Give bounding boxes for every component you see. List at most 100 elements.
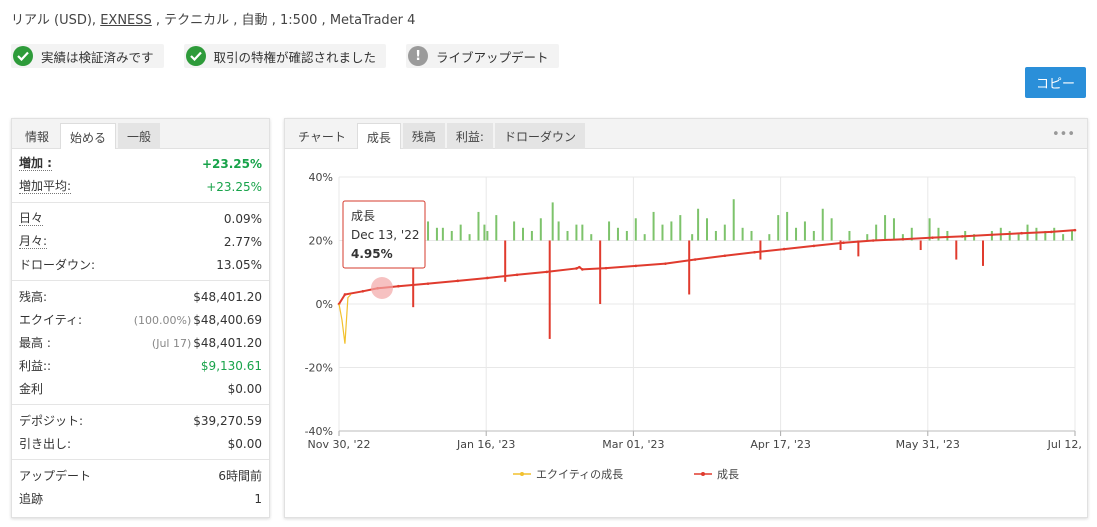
bar-positive xyxy=(483,224,486,241)
badge-label: 実績は検証済みです xyxy=(41,49,154,65)
tab-info[interactable]: 情報 xyxy=(25,130,50,144)
bar-positive xyxy=(1062,234,1065,241)
tab-growth[interactable]: 成長 xyxy=(356,123,401,149)
bar-positive xyxy=(973,234,976,241)
y-axis-labels: 40% 20% 0% -20% -40% xyxy=(305,171,333,438)
bar-positive xyxy=(652,211,655,241)
growth-point xyxy=(634,264,638,268)
y-tick-label: 40% xyxy=(309,171,333,184)
more-dots-icon[interactable]: ••• xyxy=(1051,127,1075,142)
legend-growth: 成長 xyxy=(717,468,739,481)
bar-positive xyxy=(795,227,798,241)
bar-positive xyxy=(928,218,931,241)
growth-chart: 40% 20% 0% -20% -40% Nov 30, '22 Jan 16, '23 M… xyxy=(305,171,1085,481)
growth-point xyxy=(486,276,489,280)
tab-balance[interactable]: 残高 xyxy=(402,123,445,149)
tab-start[interactable]: 始める xyxy=(60,123,117,149)
tab-drawdown[interactable]: ドローダウン xyxy=(494,123,585,149)
growth-point xyxy=(361,290,365,293)
bar-negative xyxy=(504,240,507,282)
chart-legend: エクイティの成長 成長 xyxy=(513,468,739,481)
badge-label: 取引の特権が確認されました xyxy=(213,49,377,65)
x-tick-label: Jan 16, '23 xyxy=(456,438,515,451)
growth-line xyxy=(338,229,1076,305)
tooltip-highlight xyxy=(371,277,393,299)
growth-point xyxy=(812,244,816,248)
account-header: リアル (USD), EXNESS , テクニカル , 自動 , 1:500 ,… xyxy=(11,9,415,28)
stats-tabs: 情報 始める 一般 xyxy=(12,119,269,149)
bar-positive xyxy=(643,234,646,241)
divider xyxy=(12,280,269,281)
bar-positive xyxy=(486,230,489,241)
bar-negative xyxy=(839,240,842,251)
verification-badges: 実績は検証済みです 取引の特権が確認されました ! ライブアップデート xyxy=(11,44,559,68)
y-tick-label: 20% xyxy=(309,235,333,248)
broker-link[interactable]: EXNESS xyxy=(100,13,152,28)
bar-positive xyxy=(937,227,940,241)
bar-positive xyxy=(575,224,578,241)
bar-positive xyxy=(768,234,771,241)
tab-general[interactable]: 一般 xyxy=(118,123,161,149)
bar-positive xyxy=(732,199,735,241)
bar-positive xyxy=(1035,227,1038,241)
chart-tooltip: 成長 Dec 13, '22 4.95% xyxy=(342,200,426,269)
growth-point xyxy=(1049,230,1053,234)
chart-lines xyxy=(337,228,1077,344)
exclamation-icon: ! xyxy=(408,46,429,66)
bar-positive xyxy=(786,211,789,241)
bar-positive xyxy=(1071,230,1074,241)
tooltip-series: 成長 xyxy=(351,209,375,223)
bar-positive xyxy=(830,218,833,241)
bar-positive xyxy=(608,221,611,241)
growth-point xyxy=(343,293,347,296)
growth-point xyxy=(664,262,667,265)
growth-point xyxy=(960,235,964,238)
bar-negative xyxy=(548,240,551,339)
bar-positive xyxy=(441,227,444,241)
tab-profit[interactable]: 利益: xyxy=(446,123,493,149)
y-tick-label: -20% xyxy=(305,362,333,375)
bar-positive xyxy=(557,221,560,241)
growth-point xyxy=(397,284,400,288)
bar-positive xyxy=(812,230,815,241)
y-tick-label: -40% xyxy=(305,425,333,438)
bar-negative xyxy=(857,240,860,257)
bar-negative xyxy=(955,240,958,260)
growth-point xyxy=(581,268,584,271)
x-tick-label: May 31, '23 xyxy=(896,438,960,451)
stat-deposits: デポジット: $39,270.59 xyxy=(19,413,262,429)
bar-positive xyxy=(1044,230,1047,241)
tab-chart[interactable]: チャート xyxy=(298,130,346,144)
bar-negative xyxy=(688,240,691,295)
stat-updated: アップデート 6時間前 xyxy=(19,469,262,483)
live-update-badge: ! ライブアップデート xyxy=(406,44,559,68)
chart-panel: チャート 成長 残高 利益: ドローダウン ••• 40% 20% 0% -20% -4… xyxy=(284,118,1088,518)
bar-positive xyxy=(670,221,673,241)
stat-monthly: 月々: 2.77% xyxy=(19,234,262,249)
growth-point xyxy=(1073,228,1077,232)
bar-positive xyxy=(723,224,726,241)
bar-negative xyxy=(982,240,984,266)
bar-positive xyxy=(901,234,904,241)
growth-point xyxy=(578,265,581,269)
bar-positive xyxy=(714,230,717,241)
bar-positive xyxy=(625,230,628,241)
bar-positive xyxy=(661,224,664,241)
equity-growth-line xyxy=(338,294,352,344)
copy-button[interactable]: コピー xyxy=(1025,67,1086,98)
stat-balance: 残高: $48,401.20 xyxy=(19,289,262,305)
bar-positive xyxy=(892,218,895,241)
bar-positive xyxy=(946,230,949,241)
divider xyxy=(12,202,269,203)
bar-positive xyxy=(691,234,694,241)
growth-point xyxy=(871,239,875,242)
track-record-verified-badge: 実績は検証済みです xyxy=(11,44,164,68)
tooltip-value: 4.95% xyxy=(351,247,393,261)
stat-highest: 最高 : (Jul 17) $48,401.20 xyxy=(19,335,262,351)
trading-privileges-verified-badge: 取引の特権が確認されました xyxy=(183,44,387,68)
bar-positive xyxy=(706,218,708,241)
bar-positive xyxy=(910,227,913,241)
bar-positive xyxy=(875,224,878,241)
stat-abs-gain: 増加平均: +23.25% xyxy=(19,179,262,194)
bar-positive xyxy=(566,230,569,241)
